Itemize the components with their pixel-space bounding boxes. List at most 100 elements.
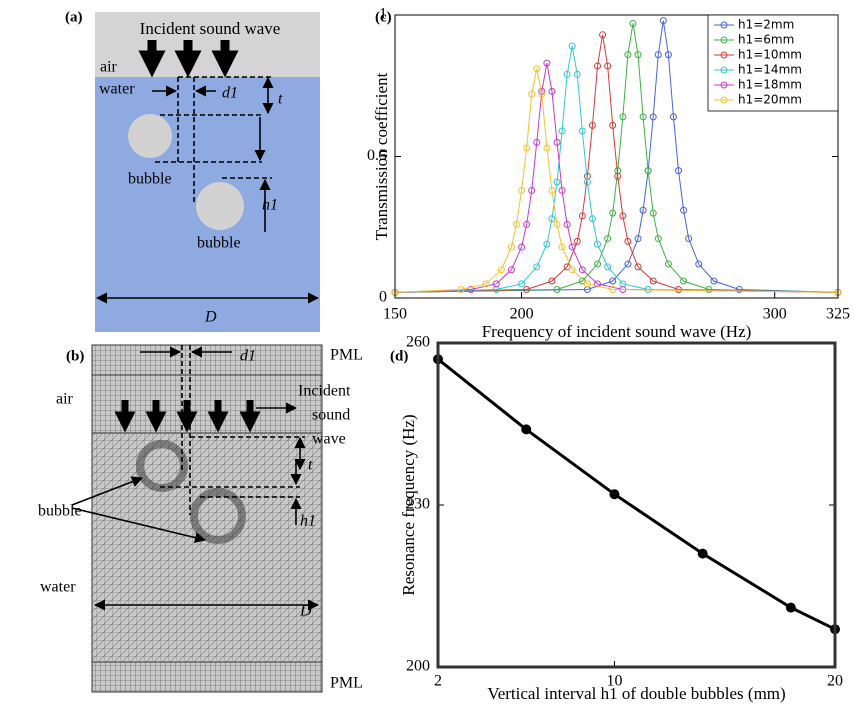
y-axis-label: Transmission coefficient [372,72,391,240]
pml-bottom [91,661,323,693]
x-tick-label: 20 [827,673,843,690]
point [659,17,667,25]
point [467,286,475,294]
d1-label: d1 [222,85,238,102]
legend-marker [720,66,728,74]
point [654,51,662,59]
bubble [136,440,188,492]
point [563,220,571,228]
point [594,260,602,268]
y-tick-label: 230 [406,496,430,513]
bubble [190,488,246,544]
point [523,286,531,294]
y-tick-label: 0.5 [367,147,387,164]
point [543,59,551,67]
series-line [394,68,839,293]
point [558,243,566,251]
plot-frame [394,14,839,299]
point [604,235,612,243]
point [553,220,561,228]
point [507,266,515,274]
plot-frame [436,341,837,669]
legend-marker [720,51,728,59]
point [548,277,556,285]
incident-arrows [114,400,261,433]
point [785,602,796,613]
y-tick-label: 200 [406,658,430,675]
point [649,209,657,217]
point [594,240,602,248]
point [568,266,576,274]
legend-label: h1=10mm [738,48,802,62]
point [563,263,571,271]
D-label: D [204,309,217,326]
point [629,19,637,27]
point [680,277,688,285]
point [521,424,532,435]
point [518,186,526,194]
legend-label: h1=14mm [738,63,802,77]
panel-label: (a) [65,9,83,25]
bubble-label: bubble [38,503,82,520]
series-line [394,46,839,293]
series-line [437,358,836,631]
series-line [394,20,839,293]
point [664,260,672,268]
point [578,212,586,220]
point [553,138,561,146]
point [528,186,536,194]
air-region [95,12,320,77]
point [639,206,647,214]
diagram-b: (b) d1 PML air Incident sound wave t bub… [38,344,363,693]
point [548,215,556,223]
dimension-lines [95,76,320,304]
point [604,62,612,70]
point [558,186,566,194]
point [644,167,652,175]
series-line [394,34,839,293]
point [675,167,683,175]
bubble [128,114,172,158]
point [609,209,617,217]
point [568,42,576,50]
point [528,90,536,98]
point [634,235,642,243]
point [563,70,571,78]
point [578,277,586,285]
incident-label: Incident [298,383,351,400]
point [543,144,551,152]
point [624,260,632,268]
point [609,277,617,285]
legend-box [707,14,839,112]
point [507,243,515,251]
point [619,212,627,220]
point [697,548,708,559]
air-label: air [56,391,74,408]
x-axis-label: Vertical interval h1 of double bubbles (… [487,684,785,703]
x-tick-label: 10 [606,673,622,690]
point [497,266,505,274]
point [548,186,556,194]
point [558,127,566,135]
series-line [394,63,839,293]
point [523,144,531,152]
point [654,235,662,243]
legend-marker [720,81,728,89]
point [669,113,677,121]
panel-label: (d) [390,348,408,364]
point [735,286,743,294]
pml-top [91,344,323,376]
pml-label: PML [330,675,363,692]
point [695,260,703,268]
t-label: t [308,457,313,474]
point [685,235,693,243]
point [513,220,521,228]
point [482,280,490,288]
x-tick-label: 325 [826,306,850,323]
point [578,266,586,274]
point [609,286,617,294]
water-label: water [40,579,76,596]
legend-label: h1=18mm [738,78,802,92]
point [594,280,602,288]
